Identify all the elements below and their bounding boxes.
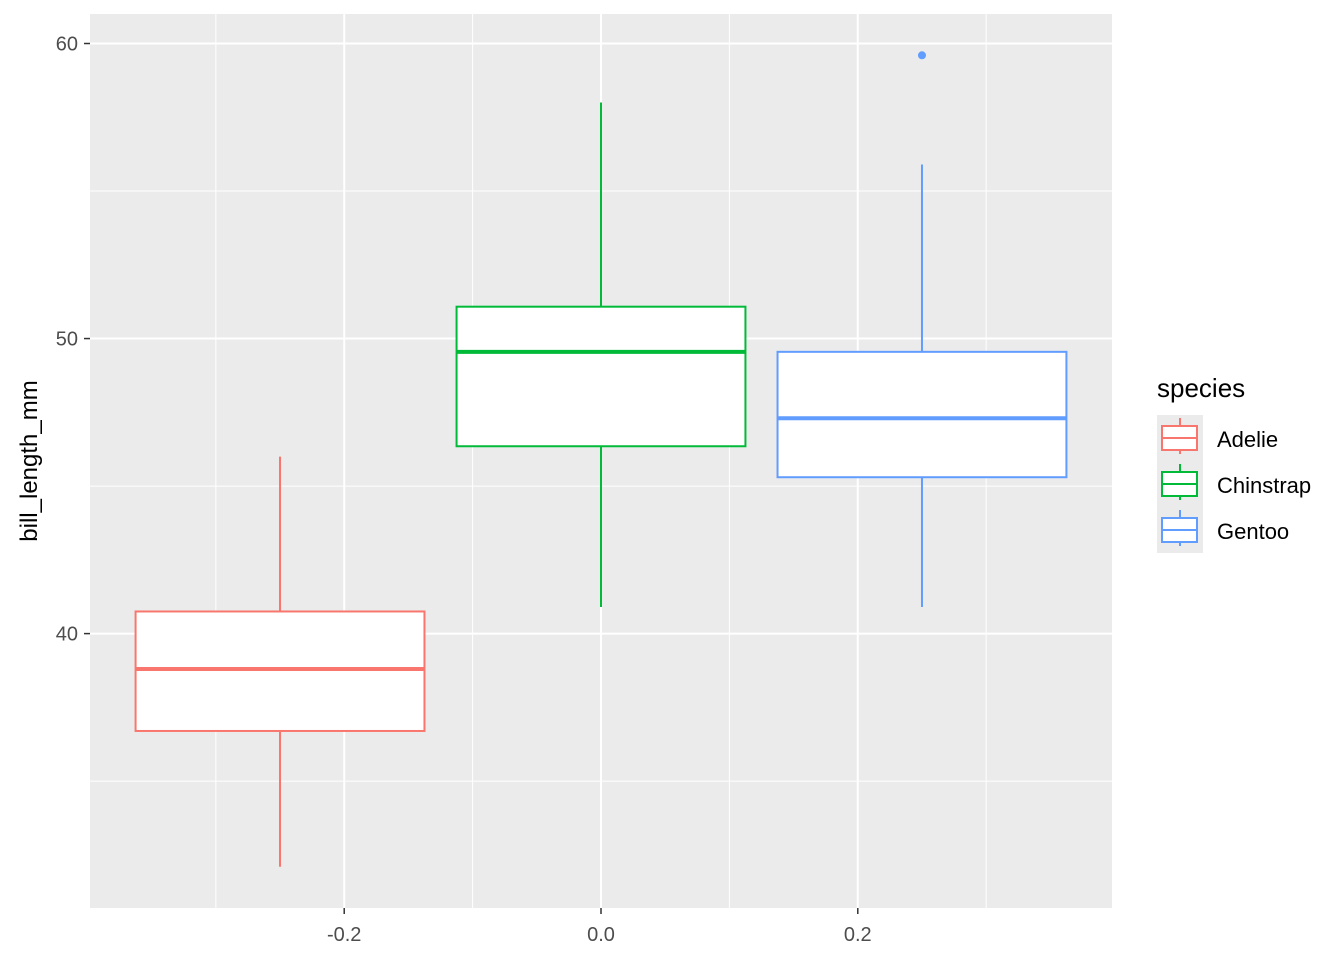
box-chinstrap <box>455 102 747 608</box>
legend: species Adelie Chinstrap Gentoo <box>1157 373 1311 553</box>
x-tick-label: 0.2 <box>844 924 872 946</box>
x-tick-label: 0.0 <box>587 924 615 946</box>
legend-item-adelie: Adelie <box>1157 415 1278 461</box>
box-adelie <box>134 456 426 867</box>
legend-title: species <box>1157 373 1245 403</box>
box-iqr <box>776 350 1068 479</box>
legend-item-chinstrap: Chinstrap <box>1157 461 1311 507</box>
legend-label: Chinstrap <box>1217 473 1311 498</box>
x-tick-label: -0.2 <box>327 924 361 946</box>
y-tick-label: 60 <box>56 34 78 56</box>
legend-label: Gentoo <box>1217 519 1289 544</box>
box-iqr <box>134 610 426 732</box>
y-axis-label: bill_length_mm <box>16 380 43 541</box>
y-tick-label: 50 <box>56 329 78 351</box>
outlier-point <box>917 51 926 60</box>
y-tick-label: 40 <box>56 624 78 646</box>
legend-label: Adelie <box>1217 427 1278 452</box>
boxes <box>134 51 1068 867</box>
axes: 40 50 60 -0.2 0.0 0.2 <box>56 34 872 946</box>
box-gentoo <box>776 51 1068 608</box>
legend-item-gentoo: Gentoo <box>1157 507 1289 553</box>
box-iqr <box>455 305 747 448</box>
